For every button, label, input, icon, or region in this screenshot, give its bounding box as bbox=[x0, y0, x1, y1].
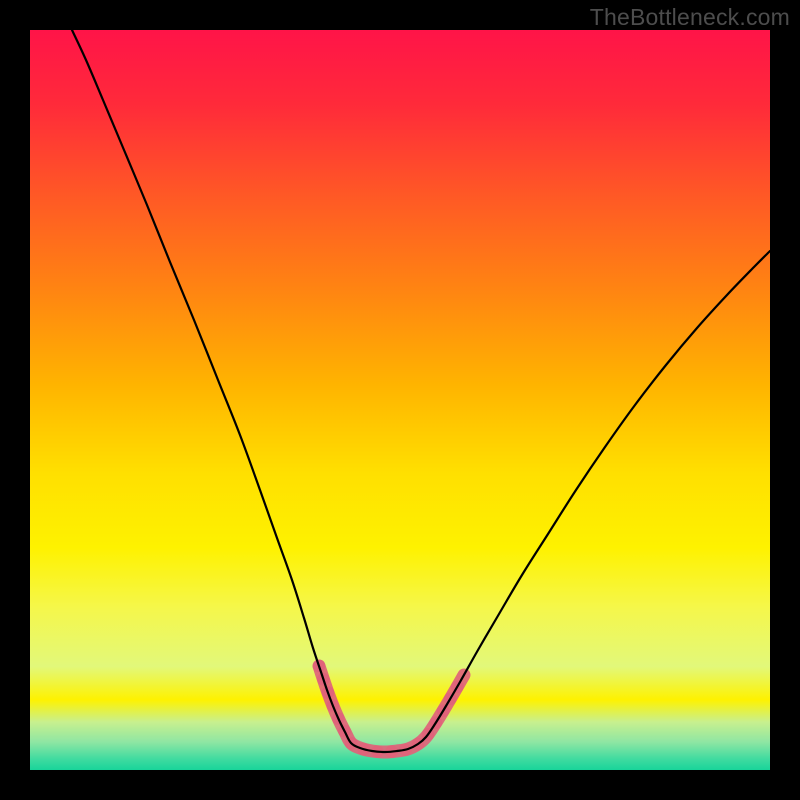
plot-background bbox=[30, 30, 770, 770]
chart-frame: { "watermark": { "text": "TheBottleneck.… bbox=[0, 0, 800, 800]
bottleneck-chart bbox=[0, 0, 800, 800]
